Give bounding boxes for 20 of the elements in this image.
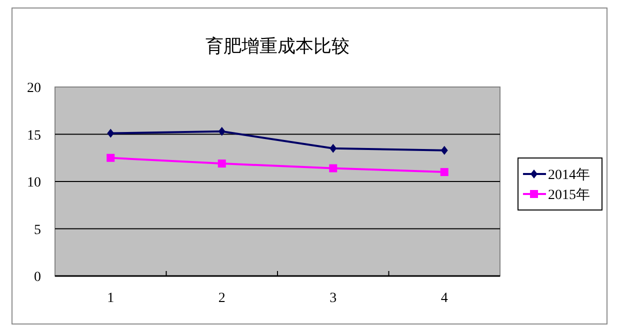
- point: [440, 146, 448, 155]
- y-tick-label: 0: [34, 270, 41, 285]
- y-tick-label: 5: [34, 222, 41, 238]
- point: [218, 160, 226, 168]
- point: [440, 168, 448, 176]
- chart-title: 育肥增重成本比较: [206, 36, 350, 56]
- x-tick-label: 4: [440, 291, 448, 306]
- x-tick-label: 2: [218, 291, 226, 306]
- point: [218, 126, 226, 136]
- legend-label: 2015年: [548, 187, 590, 203]
- legend-label: 2014年: [548, 167, 590, 183]
- x-tick-label: 1: [107, 291, 114, 306]
- y-tick-label: 20: [27, 81, 41, 96]
- x-tick-label: 3: [330, 291, 337, 306]
- y-tick-label: 15: [27, 128, 41, 144]
- point: [107, 128, 114, 138]
- y-tick-label: 10: [27, 176, 41, 190]
- point: [330, 144, 337, 153]
- point: [329, 164, 338, 172]
- point: [106, 154, 115, 162]
